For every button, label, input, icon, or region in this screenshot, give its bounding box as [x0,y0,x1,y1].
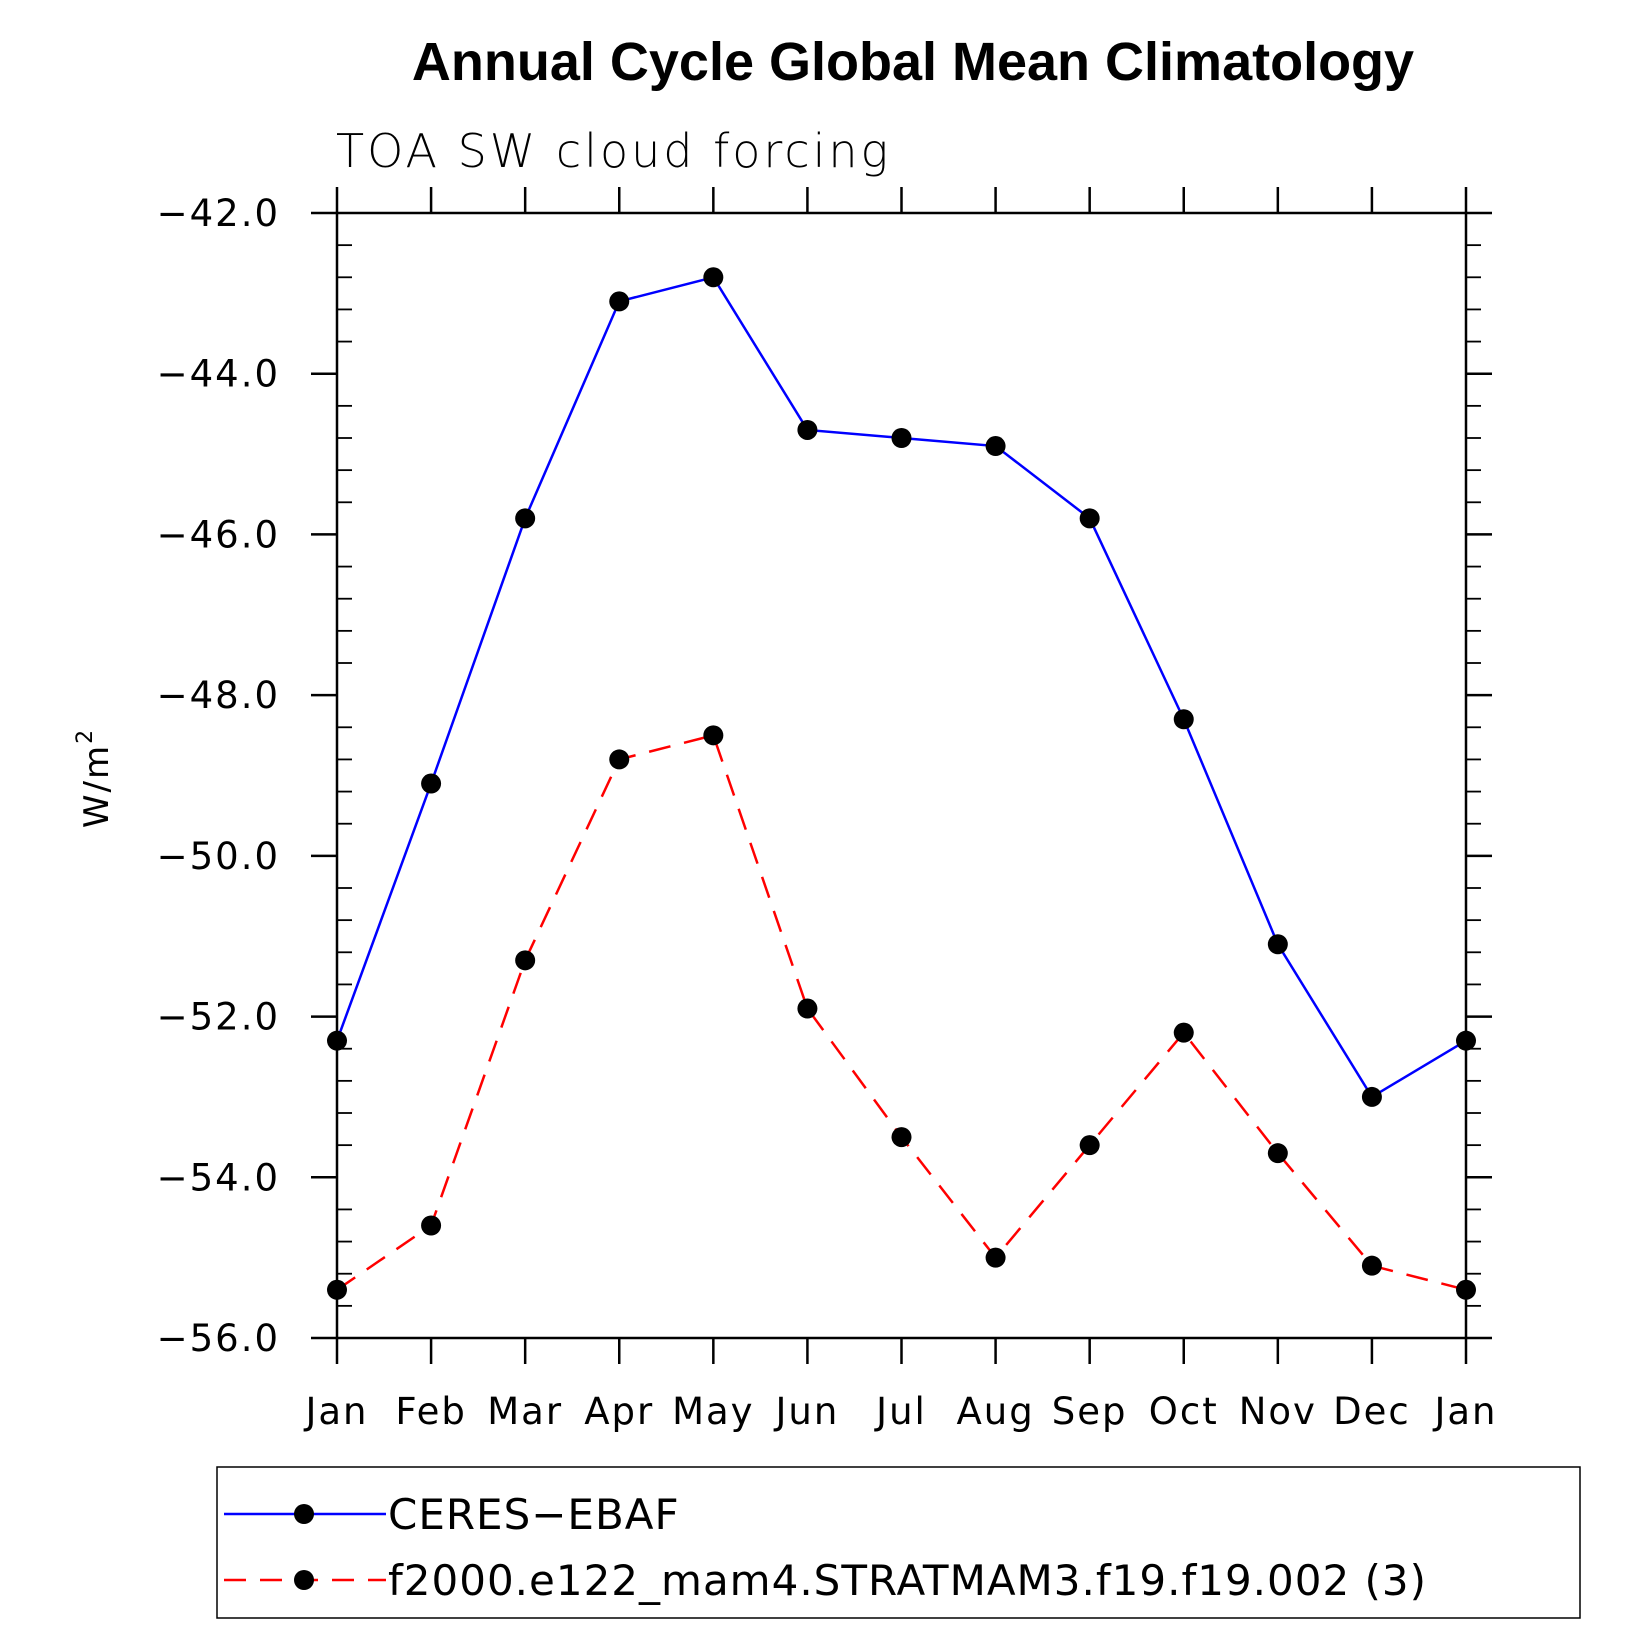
series-1-point [1456,1030,1476,1051]
y-tick-label: −46.0 [157,513,280,556]
series-1-point [1267,934,1288,955]
series-1-point [797,419,818,440]
series-1-point [515,508,536,529]
y-tick-label: −42.0 [157,192,280,235]
y-tick-label: −52.0 [157,996,280,1039]
x-tick-label: Feb [395,1390,467,1433]
series-layer [327,267,1476,1300]
series-1-point [327,1030,347,1051]
series-2-point [515,950,536,971]
series-2-point [1079,1135,1100,1156]
y-tick-label: −50.0 [157,835,280,878]
x-tick-label: Apr [584,1390,654,1433]
series-1-point [609,291,630,312]
series-line-1 [335,275,1467,1099]
series-1-point [1173,709,1194,730]
x-tick-label: May [672,1390,755,1433]
series-2-point [421,1215,442,1236]
series-2-point [1456,1279,1476,1300]
y-tick-label: −44.0 [157,353,280,396]
series-1-point [985,436,1006,457]
series-1-point [703,267,724,288]
series-1-point [421,773,442,794]
plot-frame [335,211,1468,1340]
legend-label-2: f2000.e122_mam4.STRATMAM3.f19.f19.002 (3… [388,1556,1427,1605]
x-tick-label: Jun [774,1390,840,1433]
legend-marker-2 [294,1570,314,1590]
plot-axes: Jan Feb Mar Apr May Jun Jul Aug Sep Oct Nov Dec Jan−… [157,187,1497,1433]
series-2-point [703,725,724,746]
legend-box [216,1466,1581,1619]
x-tick-label: Oct [1149,1390,1219,1433]
x-tick-label: Mar [487,1390,563,1433]
series-2-point [797,998,818,1019]
x-tick-label: Nov [1239,1390,1317,1433]
series-2-point [1361,1255,1382,1276]
x-tick-label: Aug [956,1390,1034,1433]
series-2-point [891,1127,912,1148]
series-2-point [985,1247,1006,1268]
y-axis-label-superscript: 2 [73,728,98,744]
x-tick-label: Jan [1432,1390,1497,1433]
legend: CERES−EBAF f2000.e122_mam4.STRATMAM3.f19.… [216,1466,1581,1619]
series-2-point [1267,1143,1288,1164]
series-1-point [891,428,912,448]
legend-label-1: CERES−EBAF [388,1490,680,1539]
x-tick-label: Sep [1052,1390,1128,1433]
series-1-point [1079,508,1100,529]
series-2-point [1173,1022,1194,1043]
x-tick-label: Jan [303,1390,368,1433]
x-tick-label: Jul [874,1390,927,1433]
series-2-point [609,749,630,770]
series-line-2 [336,733,1467,1291]
y-tick-label: −54.0 [157,1156,280,1199]
chart-title: Annual Cycle Global Mean Climatology [412,32,1414,92]
series-1-point [1361,1086,1382,1107]
y-tick-label: −48.0 [157,674,280,717]
chart-subtitle: TOA SW cloud forcing [336,124,891,178]
y-axis-label: W/m2 [73,728,117,828]
svg-text:W/m2: W/m2 [73,728,117,828]
y-axis-label-text: W/m [77,744,117,828]
series-2-point [327,1279,347,1300]
legend-marker-1 [294,1504,314,1524]
x-tick-label: Dec [1333,1390,1411,1433]
y-tick-label: −56.0 [157,1317,280,1360]
